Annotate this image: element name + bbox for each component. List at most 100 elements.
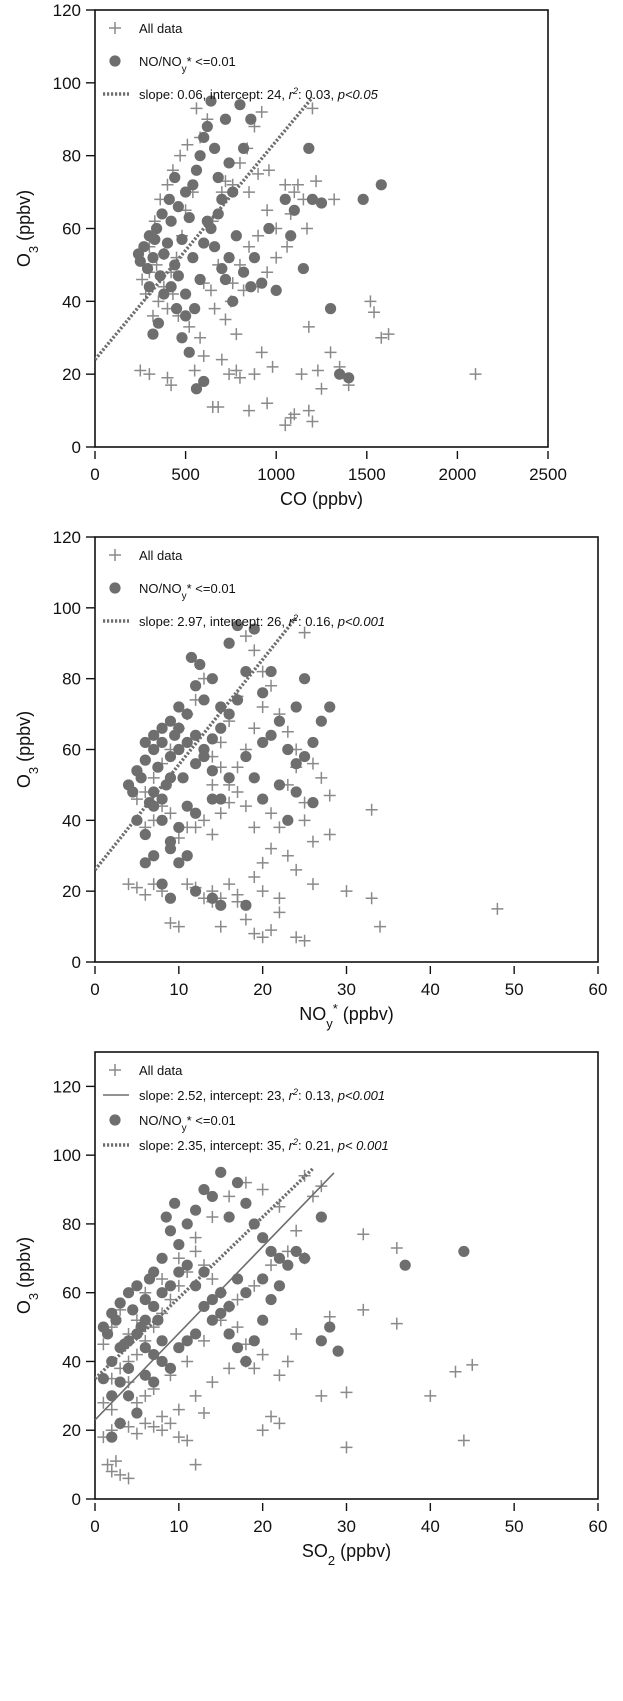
data-layer <box>95 616 504 947</box>
data-point-plus <box>248 722 261 735</box>
data-point-dot <box>164 1280 177 1292</box>
data-point-dot <box>139 1342 151 1354</box>
x-tick-label: 20 <box>253 1517 272 1536</box>
data-point-plus <box>290 863 303 876</box>
data-point-dot <box>169 171 181 184</box>
data-point-dot <box>148 743 160 756</box>
y-tick-label: 120 <box>53 528 81 547</box>
data-point-plus <box>261 204 274 217</box>
data-point-plus <box>365 803 378 816</box>
data-point-plus <box>298 934 311 947</box>
data-point-dot <box>164 892 177 904</box>
data-point-dot <box>183 211 195 224</box>
data-point-plus <box>273 1417 286 1430</box>
data-point-dot <box>135 772 147 784</box>
legend-dot-icon <box>109 1114 121 1126</box>
data-point-dot <box>201 120 213 133</box>
fit-line-dotted <box>95 616 298 871</box>
y-tick-label: 40 <box>62 1352 81 1371</box>
data-point-plus <box>298 814 311 827</box>
data-point-dot <box>158 248 170 260</box>
data-point-plus <box>214 761 227 774</box>
series-no-noy <box>97 1166 470 1443</box>
data-point-dot <box>215 1166 227 1178</box>
data-point-plus <box>265 842 278 855</box>
y-tick-label: 20 <box>62 882 81 901</box>
data-point-dot <box>315 1335 327 1347</box>
legend-plus-icon <box>109 22 121 34</box>
data-point-plus <box>306 1190 319 1203</box>
data-point-dot <box>106 1431 118 1443</box>
data-point-plus <box>223 1190 236 1203</box>
data-point-dot <box>208 241 221 253</box>
y-tick-label: 60 <box>62 1284 81 1303</box>
x-tick-label: 50 <box>505 980 524 999</box>
data-point-dot <box>165 215 177 227</box>
data-point-plus <box>231 786 244 798</box>
data-point-plus <box>156 1424 169 1437</box>
data-point-dot <box>164 750 177 763</box>
data-point-dot <box>282 1259 294 1271</box>
data-point-plus <box>306 878 319 891</box>
data-point-plus <box>223 1362 236 1375</box>
data-point-plus <box>219 313 232 326</box>
legend: All data NO/NOy* <=0.01 slope: 2.97, inter… <box>103 548 385 629</box>
data-point-dot <box>106 1390 118 1402</box>
data-point-plus <box>306 835 319 848</box>
data-point-plus <box>190 102 203 115</box>
data-point-dot <box>206 673 218 685</box>
data-point-plus <box>306 102 319 115</box>
data-point-dot <box>190 164 203 176</box>
data-point-dot <box>97 1373 109 1385</box>
legend-label: slope: 2.52, intercept: 23, r2: 0.13, p<… <box>139 1087 385 1103</box>
data-point-dot <box>173 722 185 734</box>
data-point-dot <box>231 1273 244 1285</box>
data-layer <box>95 1166 479 1485</box>
data-point-dot <box>141 262 154 275</box>
data-point-dot <box>143 281 155 293</box>
data-point-dot <box>257 793 269 805</box>
data-point-dot <box>240 1287 252 1299</box>
data-point-dot <box>122 1335 135 1347</box>
data-point-plus <box>323 789 336 802</box>
data-point-dot <box>147 252 159 264</box>
data-point-dot <box>223 1211 235 1223</box>
data-point-dot <box>148 1376 160 1388</box>
legend-label: All data <box>139 1063 183 1078</box>
data-point-plus <box>256 701 269 713</box>
data-point-plus <box>231 1321 244 1334</box>
data-point-dot <box>265 1245 277 1258</box>
data-point-plus <box>364 295 377 308</box>
data-point-dot <box>290 1245 302 1258</box>
data-point-plus <box>491 902 504 915</box>
data-point-plus <box>165 379 178 392</box>
data-point-plus <box>248 368 261 381</box>
data-point-plus <box>164 1293 177 1306</box>
data-point-dot <box>131 814 143 826</box>
data-point-plus <box>270 251 283 264</box>
data-point-plus <box>298 1169 311 1182</box>
data-point-dot <box>303 142 315 154</box>
data-point-dot <box>139 1314 151 1326</box>
data-point-dot <box>114 1297 126 1309</box>
data-point-dot <box>190 1204 202 1216</box>
data-point-dot <box>148 800 160 812</box>
data-point-dot <box>273 1280 286 1292</box>
data-point-dot <box>206 765 218 777</box>
data-point-plus <box>261 266 274 279</box>
data-point-plus <box>365 892 378 905</box>
data-point-dot <box>110 1314 122 1326</box>
data-point-dot <box>288 204 300 216</box>
data-point-plus <box>265 679 278 692</box>
data-point-plus <box>252 229 265 242</box>
legend-label: All data <box>139 548 183 563</box>
data-point-dot <box>190 680 202 692</box>
data-point-dot <box>189 303 201 315</box>
data-point-dot <box>231 694 244 706</box>
data-point-dot <box>190 729 202 741</box>
legend-label: NO/NOy* <=0.01 <box>139 1113 236 1134</box>
data-point-dot <box>173 701 185 713</box>
data-point-dot <box>307 736 319 749</box>
data-point-dot <box>458 1245 470 1258</box>
